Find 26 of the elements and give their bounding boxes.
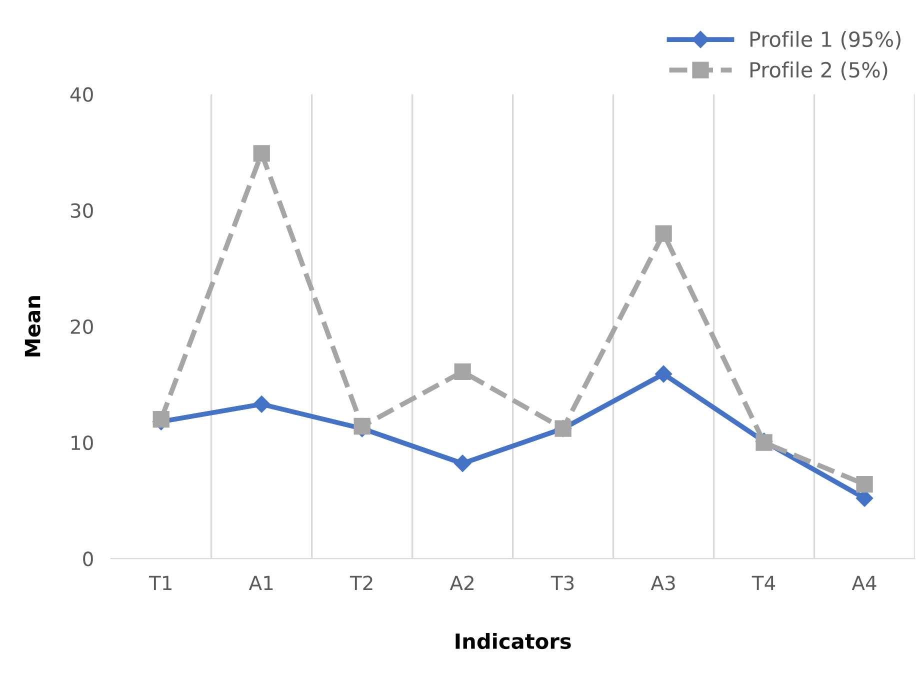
x-tick-label: A4 — [852, 576, 876, 590]
x-tick-label: A3 — [650, 576, 675, 590]
y-tick-label: 40 — [70, 87, 93, 102]
point — [856, 476, 873, 493]
y-axis-title: Mean — [24, 296, 40, 356]
x-tick-label: A2 — [450, 576, 474, 590]
x-axis-title: Indicators — [456, 632, 571, 650]
point — [454, 363, 471, 380]
point — [654, 365, 672, 383]
y-tick-label: 30 — [70, 203, 93, 218]
point — [454, 454, 472, 472]
y-tick-label: 20 — [70, 319, 93, 334]
legend-label: Profile 2 (5%) — [750, 62, 888, 80]
point — [354, 418, 370, 435]
legend-label: Profile 1 (95%) — [750, 30, 900, 50]
x-tick-label: T4 — [752, 576, 776, 590]
x-tick-label: T1 — [148, 576, 172, 590]
x-tick-label: A1 — [248, 576, 273, 590]
point — [253, 396, 270, 413]
point — [152, 410, 170, 428]
x-tick-label: T3 — [550, 576, 574, 590]
point — [655, 225, 672, 242]
x-tick-label: T2 — [350, 576, 372, 590]
point — [253, 145, 270, 162]
y-tick-label: 0 — [83, 552, 93, 566]
y-tick-label: 10 — [72, 435, 93, 450]
